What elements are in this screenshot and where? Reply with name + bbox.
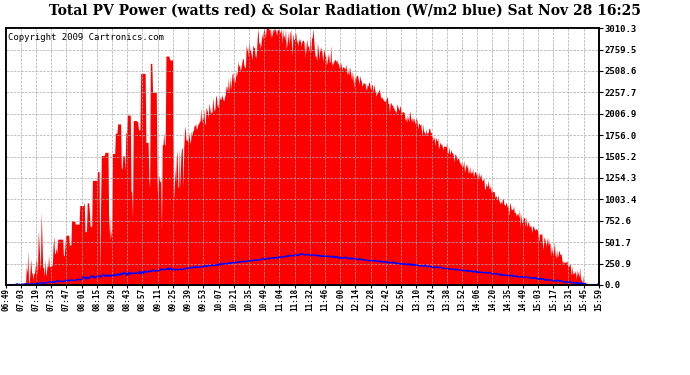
Text: Copyright 2009 Cartronics.com: Copyright 2009 Cartronics.com (8, 33, 164, 42)
Text: Total PV Power (watts red) & Solar Radiation (W/m2 blue) Sat Nov 28 16:25: Total PV Power (watts red) & Solar Radia… (49, 4, 641, 18)
